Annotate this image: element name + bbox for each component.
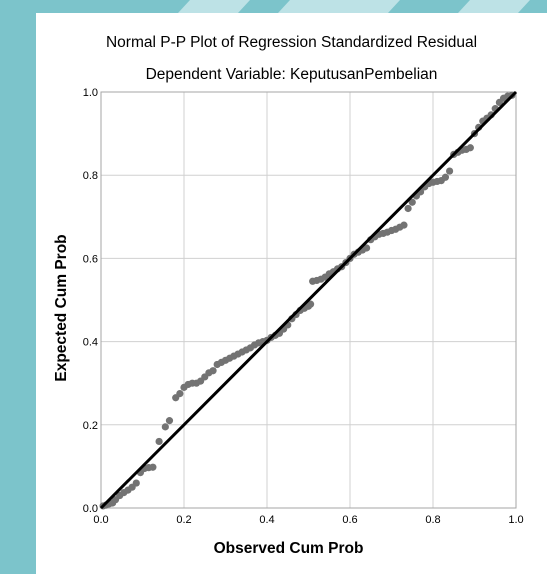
data-point: [441, 173, 450, 181]
y-tick-label: 0.8: [83, 170, 98, 182]
grid-lines: [101, 92, 516, 508]
data-point: [165, 417, 174, 425]
y-tick-label: 0.6: [83, 253, 98, 265]
data-point: [404, 204, 412, 213]
frame-stripe: [458, 0, 530, 13]
data-point: [446, 167, 454, 175]
data-point: [176, 390, 184, 398]
data-point: [466, 144, 474, 152]
reference-line: [99, 90, 518, 510]
data-point: [155, 437, 163, 446]
y-tick-label: 0.0: [83, 503, 98, 515]
data-point: [400, 221, 408, 229]
y-tick-label: 1.0: [83, 87, 98, 99]
data-point: [209, 367, 217, 375]
chart-subtitle: Dependent Variable: KeputusanPembelian: [145, 66, 438, 83]
pp-plot: 0.00.0 0.2 0.2 0.4 0.4 0.6 0.6 0.8 0.8 1.0 1.0: [83, 87, 524, 526]
x-tick-label: 0.4: [259, 514, 274, 526]
x-tick-label: 0.6: [342, 514, 357, 526]
x-axis-title: Observed Cum Prob: [213, 540, 364, 557]
plot-border: [100, 91, 517, 509]
frame-stripe: [178, 0, 250, 13]
data-point: [132, 479, 140, 487]
y-tick-label: 0.2: [83, 420, 98, 432]
tick-labels: 0.00.0 0.2 0.2 0.4 0.4 0.6 0.6 0.8 0.8 1.0 1.0: [83, 87, 524, 526]
chart-panel: Normal P-P Plot of Regression Standardiz…: [36, 13, 547, 574]
data-point: [149, 463, 157, 471]
data-point: [306, 300, 315, 308]
chart-title: Normal P-P Plot of Regression Standardiz…: [105, 34, 478, 51]
y-axis-title: Expected Cum Prob: [53, 234, 70, 382]
x-tick-label: 0.8: [425, 514, 440, 526]
y-tick-label: 0.4: [83, 337, 98, 349]
frame-stripe: [278, 0, 400, 13]
data-point: [408, 198, 416, 206]
x-tick-label: 0.2: [176, 514, 191, 526]
x-tick-label: 0.0: [93, 514, 108, 526]
data-point: [363, 244, 371, 252]
data-point: [161, 423, 169, 431]
x-tick-label: 1.0: [508, 514, 523, 526]
